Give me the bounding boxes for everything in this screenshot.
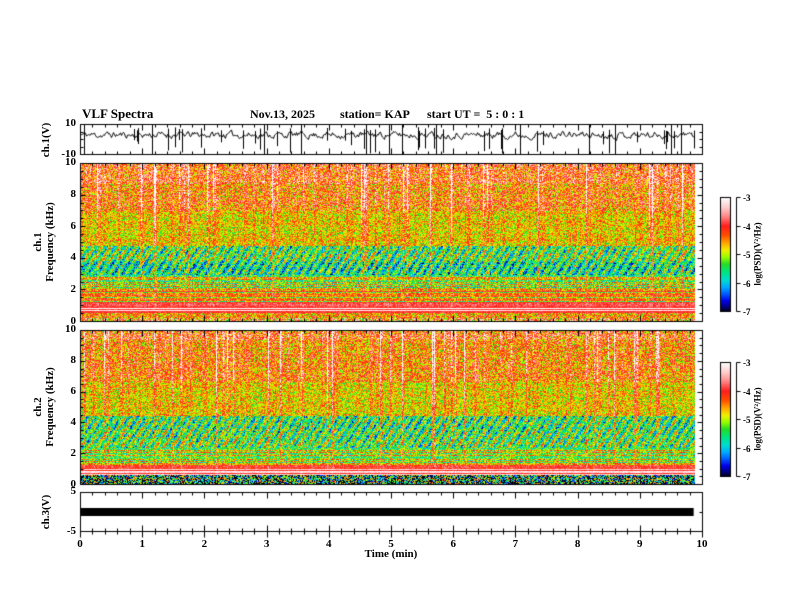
x-tick-label: 3 xyxy=(263,538,270,550)
x-tick-label: 7 xyxy=(512,538,519,550)
x-tick-label: 4 xyxy=(326,538,332,550)
ch1-frequency-axis-label: ch.1 Frequency (kHz) xyxy=(32,202,56,282)
y-tick-label: 2 xyxy=(70,283,77,296)
colorbar-tick-label: -5 xyxy=(743,414,751,425)
y-tick-label: 6 xyxy=(70,385,77,397)
ch2-label-line2: Frequency (kHz) xyxy=(44,367,56,447)
y-tick-label: 2 xyxy=(70,447,77,459)
y-tick-label: 4 xyxy=(70,416,77,428)
time-axis-label: Time (min) xyxy=(364,548,418,560)
y-tick-label: 0 xyxy=(70,315,77,327)
y-tick-label: 4 xyxy=(70,251,77,264)
x-tick-label: 2 xyxy=(201,538,208,550)
y-tick-label: 8 xyxy=(70,187,77,200)
x-tick-label: 8 xyxy=(574,538,581,550)
x-tick-label: 0 xyxy=(77,538,83,550)
colorbar-tick-label: -4 xyxy=(743,221,751,232)
colorbar-tick-label: -4 xyxy=(743,386,751,397)
y-tick-label: 8 xyxy=(70,354,77,366)
colorbar-tick-label: -3 xyxy=(743,192,751,203)
colorbar-tick-label: -6 xyxy=(743,443,751,454)
y-tick-label: 0 xyxy=(70,478,77,490)
colorbar1-label: log(PSD)(V²/Hz) xyxy=(752,222,763,286)
y-tick-label: 10 xyxy=(65,117,76,129)
x-tick-label: 10 xyxy=(696,538,708,550)
ch2-frequency-axis-label: ch.2 Frequency (kHz) xyxy=(32,367,56,447)
y-tick-label: -10 xyxy=(61,148,76,160)
colorbar-tick-label: -5 xyxy=(743,249,751,260)
colorbar-tick-label: -3 xyxy=(743,357,751,368)
colorbar2-label: log(PSD)(V²/Hz) xyxy=(752,387,763,451)
page-title: VLF Spectra xyxy=(82,106,154,121)
ch2-label-line1: ch.2 xyxy=(32,397,44,417)
x-tick-label: 1 xyxy=(139,538,145,550)
colorbar-tick-label: -6 xyxy=(743,278,751,289)
x-tick-label: 5 xyxy=(388,538,394,550)
y-tick-label: 5 xyxy=(70,485,77,497)
station-label: station= KAP xyxy=(340,107,410,121)
date-label: Nov.13, 2025 xyxy=(250,107,316,121)
start-ut-label: start UT = 5 : 0 : 1 xyxy=(427,107,525,121)
colorbar-tick-label: -7 xyxy=(743,306,751,317)
y-tick-label: 6 xyxy=(70,219,77,232)
colorbar-tick-label: -7 xyxy=(743,471,751,482)
y-tick-label: -5 xyxy=(66,525,76,537)
x-tick-label: 6 xyxy=(450,538,456,550)
y-tick-label: 10 xyxy=(65,323,76,335)
ch1-label-line1: ch.1 xyxy=(32,232,44,252)
y-tick-label: 10 xyxy=(65,156,76,168)
x-tick-label: 9 xyxy=(637,538,643,550)
ch1-label-line2: Frequency (kHz) xyxy=(44,202,56,282)
